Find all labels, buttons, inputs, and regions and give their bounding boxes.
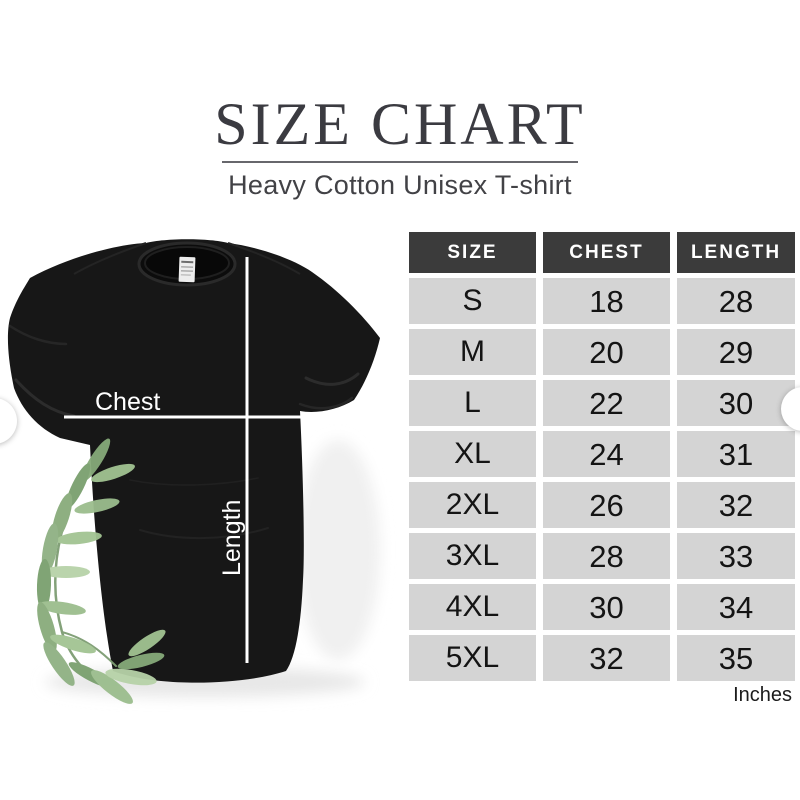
- chest-cell: 28: [543, 533, 670, 579]
- chest-cell: 26: [543, 482, 670, 528]
- length-cell: 28: [677, 278, 795, 324]
- page-title: SIZE CHART: [214, 91, 586, 157]
- tshirt-illustration: Chest Length: [7, 239, 380, 704]
- length-cell: 31: [677, 431, 795, 477]
- chest-cell: 22: [543, 380, 670, 426]
- tshirt-figure: Chest Length: [0, 230, 400, 720]
- length-cell: 33: [677, 533, 795, 579]
- black-tshirt: [7, 239, 380, 683]
- page-subtitle: Heavy Cotton Unisex T-shirt: [228, 170, 572, 200]
- length-cell: 32: [677, 482, 795, 528]
- size-cell: XL: [409, 431, 536, 477]
- carousel-prev-button[interactable]: ‹: [0, 398, 17, 444]
- size-table-grid: SIZE CHEST LENGTH S 18 28 M 20 29 L 22 30 XL 24 31 2…: [409, 232, 795, 681]
- size-cell: L: [409, 380, 536, 426]
- size-cell: 5XL: [409, 635, 536, 681]
- chest-cell: 20: [543, 329, 670, 375]
- title-divider: [222, 161, 578, 163]
- chest-measure-label: Chest: [95, 388, 160, 416]
- size-cell: S: [409, 278, 536, 324]
- chest-cell: 30: [543, 584, 670, 630]
- length-cell: 34: [677, 584, 795, 630]
- neck-label-tag: [178, 256, 196, 283]
- column-header-length: LENGTH: [677, 232, 795, 273]
- size-cell: 3XL: [409, 533, 536, 579]
- column-header-size: SIZE: [409, 232, 536, 273]
- size-cell: M: [409, 329, 536, 375]
- leaf-branch-decoration: [36, 438, 166, 704]
- chest-cell: 32: [543, 635, 670, 681]
- length-cell: 30: [677, 380, 795, 426]
- size-table: SIZE CHEST LENGTH S 18 28 M 20 29 L 22 30 XL 24 31 2…: [409, 232, 795, 707]
- chest-cell: 24: [543, 431, 670, 477]
- size-cell: 4XL: [409, 584, 536, 630]
- length-cell: 29: [677, 329, 795, 375]
- column-header-chest: CHEST: [543, 232, 670, 273]
- header-block: SIZE CHART Heavy Cotton Unisex T-shirt: [0, 94, 800, 201]
- unit-label: Inches: [733, 684, 792, 706]
- size-cell: 2XL: [409, 482, 536, 528]
- length-cell: 35: [677, 635, 795, 681]
- length-measure-label: Length: [218, 500, 246, 576]
- chest-cell: 18: [543, 278, 670, 324]
